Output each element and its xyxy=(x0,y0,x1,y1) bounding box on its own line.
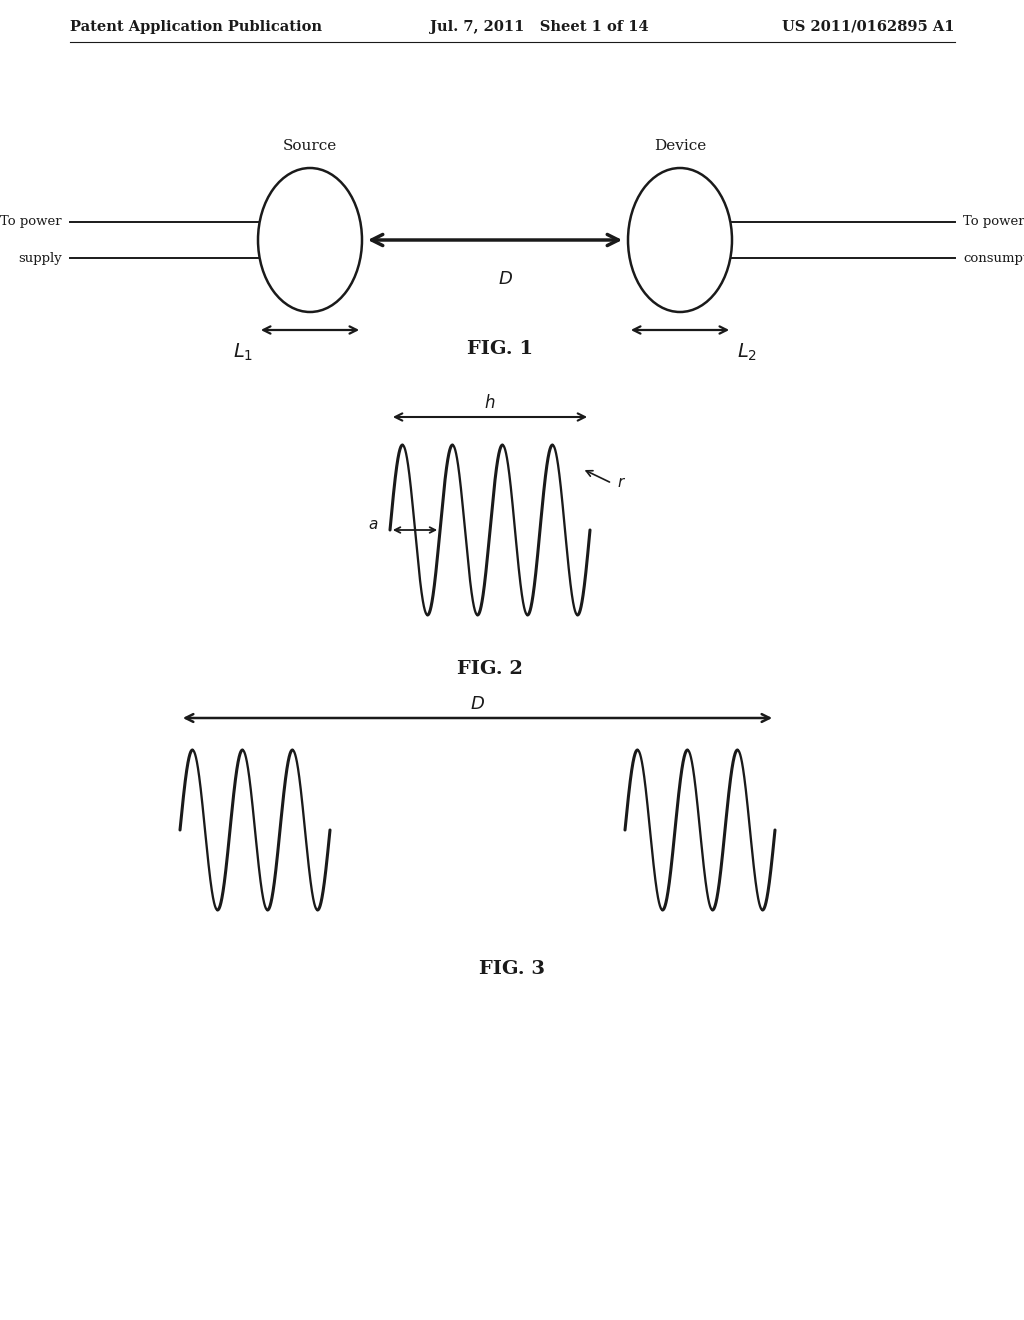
Text: $D$: $D$ xyxy=(470,696,485,713)
Text: $D$: $D$ xyxy=(498,271,512,288)
Text: $h$: $h$ xyxy=(484,393,496,412)
Text: FIG. 1: FIG. 1 xyxy=(467,341,534,358)
Text: $L_1$: $L_1$ xyxy=(232,342,253,363)
Text: Source: Source xyxy=(283,139,337,153)
Ellipse shape xyxy=(628,168,732,312)
Text: FIG. 2: FIG. 2 xyxy=(457,660,523,678)
Text: Patent Application Publication: Patent Application Publication xyxy=(70,20,322,34)
Text: consumption: consumption xyxy=(963,252,1024,265)
Text: US 2011/0162895 A1: US 2011/0162895 A1 xyxy=(782,20,955,34)
Text: Jul. 7, 2011   Sheet 1 of 14: Jul. 7, 2011 Sheet 1 of 14 xyxy=(430,20,648,34)
Text: $L_2$: $L_2$ xyxy=(737,342,757,363)
Text: To power: To power xyxy=(0,215,62,228)
Text: $a$: $a$ xyxy=(368,517,378,532)
Ellipse shape xyxy=(258,168,362,312)
Text: To power: To power xyxy=(963,215,1024,228)
Text: $r$: $r$ xyxy=(617,477,626,490)
Text: supply: supply xyxy=(18,252,62,265)
Text: Device: Device xyxy=(654,139,707,153)
Text: FIG. 3: FIG. 3 xyxy=(479,960,545,978)
